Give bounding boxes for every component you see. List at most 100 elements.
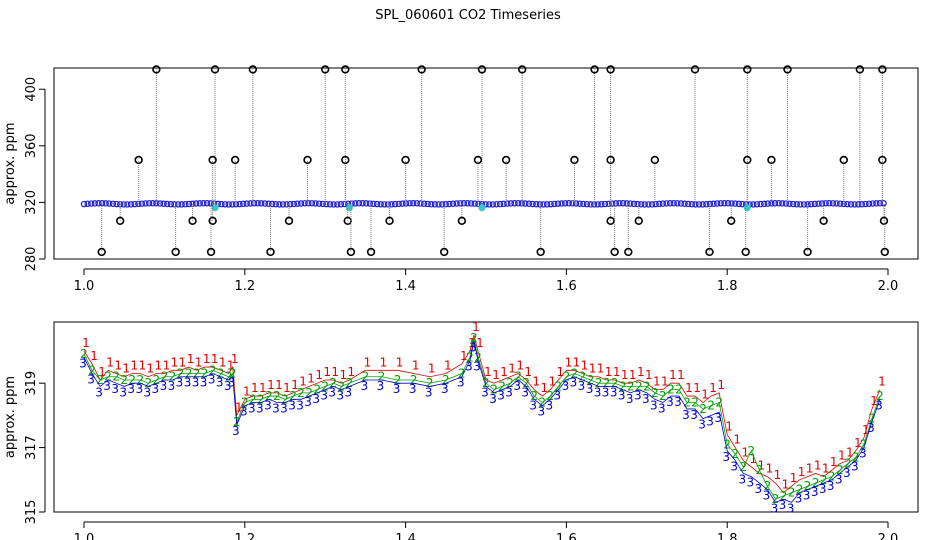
baseline-point	[192, 200, 200, 207]
series-marker-2: 2	[426, 376, 434, 390]
series-marker-2: 2	[112, 370, 120, 384]
outlier-point	[208, 216, 217, 226]
series-marker-1: 1	[790, 471, 798, 485]
baseline-point	[641, 201, 648, 208]
outlier-point	[855, 65, 865, 74]
series-marker-2: 2	[772, 492, 780, 506]
outlier-point	[206, 247, 216, 257]
series-marker-2: 2	[289, 389, 297, 403]
y-axis-label: approx. ppm	[3, 376, 18, 458]
y-tick-label: 317	[24, 435, 39, 460]
baseline-point	[681, 200, 688, 207]
outlier-point	[501, 155, 511, 165]
series-marker-1: 1	[130, 359, 138, 373]
x-tick-label: 2.0	[878, 279, 899, 294]
series-marker-3: 3	[224, 379, 232, 393]
series-marker-3: 3	[296, 398, 304, 412]
series-marker-2: 2	[514, 370, 522, 384]
series-marker-2: 2	[627, 379, 635, 393]
series-marker-2: 2	[273, 389, 281, 403]
baseline-point	[750, 201, 757, 208]
series-marker-3: 3	[529, 398, 537, 412]
series-marker-2: 2	[241, 396, 249, 410]
baseline-point	[442, 201, 449, 208]
baseline-point	[167, 200, 175, 208]
series-marker-3: 3	[771, 501, 779, 515]
series-marker-2: 2	[747, 444, 755, 458]
series-marker-1: 1	[380, 355, 388, 369]
series-marker-2: 2	[723, 437, 731, 451]
series-marker-2: 2	[563, 370, 571, 384]
baseline-point	[598, 201, 605, 208]
series-marker-1: 1	[862, 423, 870, 437]
baseline-point	[865, 200, 873, 207]
baseline-point	[449, 200, 457, 207]
outlier-point	[606, 155, 615, 165]
series-marker-3: 3	[361, 379, 369, 393]
baseline-point	[493, 201, 500, 208]
baseline-point	[203, 200, 211, 207]
baseline-point	[558, 200, 565, 207]
outlier-point	[650, 155, 660, 165]
y-tick-label: 400	[24, 77, 39, 102]
series-marker-3: 3	[650, 398, 658, 412]
series-marker-3: 3	[594, 385, 602, 399]
series-marker-1: 1	[597, 362, 605, 376]
series-marker-1: 1	[870, 394, 878, 408]
baseline-point	[786, 200, 793, 207]
series-marker-3: 3	[168, 379, 176, 393]
series-marker-1: 1	[82, 336, 90, 350]
series-marker-3: 3	[505, 385, 513, 399]
series-marker-2: 2	[715, 396, 723, 410]
baseline-point	[402, 200, 410, 207]
series-marker-3: 3	[465, 360, 473, 374]
baseline-point	[486, 201, 493, 208]
baseline-point	[789, 200, 797, 208]
outlier-point	[741, 247, 750, 257]
series-marker-1: 1	[798, 465, 806, 479]
series-marker-1: 1	[114, 359, 122, 373]
baseline-point	[862, 200, 869, 208]
series-marker-3: 3	[497, 389, 505, 403]
series-marker-3: 3	[192, 376, 200, 390]
series-marker-1: 1	[315, 368, 323, 382]
series-marker-1: 1	[299, 375, 307, 389]
baseline-point	[536, 201, 544, 208]
series-marker-3: 3	[795, 492, 803, 506]
series-marker-2: 2	[498, 379, 506, 393]
series-marker-1: 1	[227, 359, 235, 373]
series-marker-3: 3	[859, 447, 867, 461]
outlier-point	[473, 155, 483, 165]
baseline-point	[124, 201, 131, 208]
baseline-point	[323, 200, 330, 208]
y-tick-label: 315	[24, 500, 39, 525]
baseline-point	[547, 200, 554, 208]
baseline-point	[218, 200, 225, 208]
baseline-point	[120, 201, 127, 208]
series-marker-2: 2	[128, 373, 136, 387]
baseline-point	[771, 200, 779, 207]
series-marker-2: 2	[860, 437, 868, 451]
series-marker-1: 1	[347, 365, 355, 379]
series-marker-2: 2	[470, 331, 478, 345]
series-marker-1: 1	[524, 365, 532, 379]
series-marker-3: 3	[537, 405, 545, 419]
baseline-point	[232, 201, 240, 208]
baseline-point	[315, 200, 323, 207]
baseline-point	[739, 200, 746, 208]
baseline-point	[529, 200, 536, 208]
series-marker-3: 3	[867, 421, 875, 435]
baseline-point	[565, 200, 573, 207]
series-marker-3: 3	[441, 382, 449, 396]
baseline-point	[287, 200, 294, 208]
series-marker-3: 3	[835, 472, 843, 486]
baseline-point	[373, 200, 381, 208]
series-marker-2: 2	[844, 457, 852, 471]
outlier-point	[134, 155, 143, 165]
series-marker-3: 3	[393, 382, 401, 396]
baseline-point	[164, 200, 171, 208]
baseline-point	[616, 200, 623, 207]
series-marker-3: 3	[248, 402, 256, 416]
series-marker-2: 2	[217, 367, 225, 381]
series-marker-2: 2	[394, 373, 402, 387]
